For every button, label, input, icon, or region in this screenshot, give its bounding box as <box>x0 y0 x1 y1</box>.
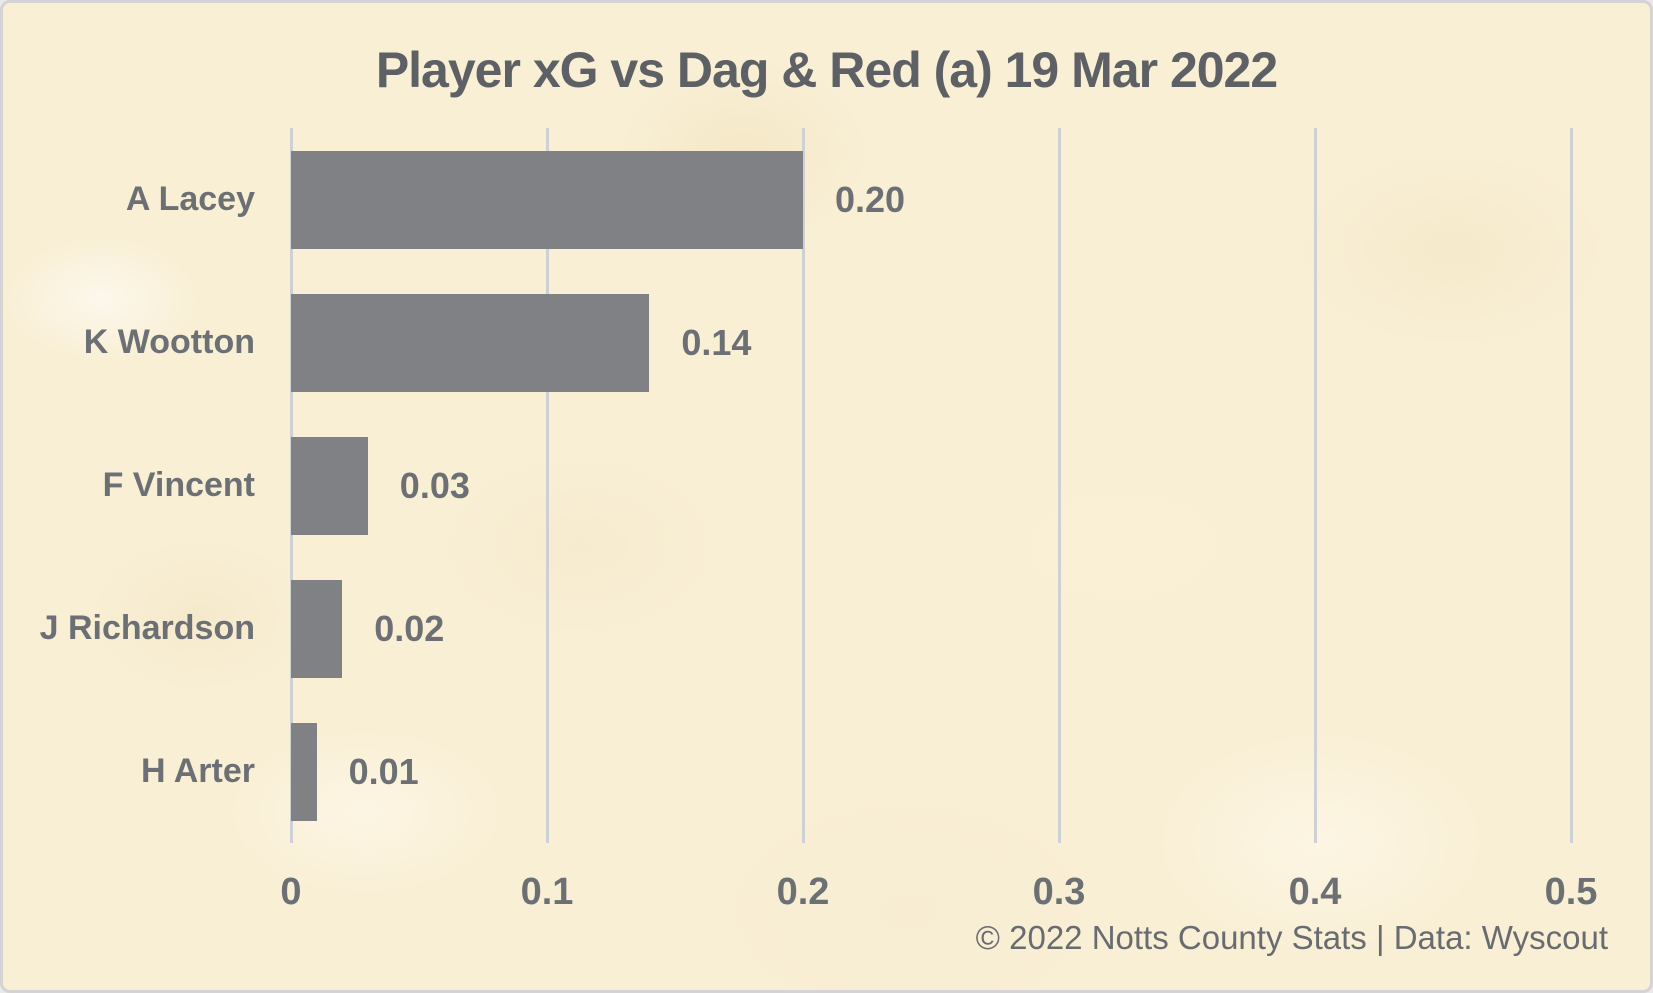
bar-row: F Vincent 0.03 <box>3 414 1571 557</box>
bar-track: 0.02 <box>291 557 1571 700</box>
bar-rows: A Lacey 0.20 K Wootton 0.14 F Vincent 0.03 J R… <box>3 128 1571 843</box>
gridline <box>1058 128 1061 843</box>
value-label: 0.03 <box>399 464 470 506</box>
gridline <box>802 128 805 843</box>
bar <box>291 150 803 249</box>
bar-track: 0.03 <box>291 414 1571 557</box>
bar <box>291 293 650 392</box>
category-label: H Arter <box>141 752 255 790</box>
category-label: F Vincent <box>102 466 255 504</box>
bar <box>291 579 343 678</box>
gridline <box>1570 128 1573 843</box>
chart-title: Player xG vs Dag & Red (a) 19 Mar 2022 <box>375 42 1278 98</box>
bar-track: 0.14 <box>291 271 1571 414</box>
bar <box>291 722 317 821</box>
category-label: J Richardson <box>39 609 255 647</box>
x-tick-label: 0.1 <box>520 871 574 913</box>
gridline <box>546 128 549 843</box>
bar-track: 0.20 <box>291 128 1571 271</box>
x-tick-label: 0.3 <box>1032 871 1086 913</box>
bar <box>291 436 368 535</box>
bar-row: A Lacey 0.20 <box>3 128 1571 271</box>
bar-row: K Wootton 0.14 <box>3 271 1571 414</box>
x-axis: 0 0.1 0.2 0.3 0.4 0.5 <box>280 871 1597 921</box>
value-label: 0.02 <box>374 607 445 649</box>
credit-line: © 2022 Notts County Stats | Data: Wyscou… <box>975 919 1608 956</box>
gridline <box>1314 128 1317 843</box>
category-label: A Lacey <box>125 180 255 218</box>
bar-chart-plot-area: A Lacey 0.20 K Wootton 0.14 F Vincent 0.03 J R… <box>40 128 1573 843</box>
value-label: 0.14 <box>681 321 752 363</box>
x-tick-label: 0 <box>280 871 302 913</box>
bar-track: 0.01 <box>291 700 1571 843</box>
x-tick-label: 0.4 <box>1288 871 1342 913</box>
value-label: 0.01 <box>348 750 419 792</box>
x-tick-label: 0.2 <box>776 871 830 913</box>
value-label: 0.20 <box>835 178 906 220</box>
bar-row: H Arter 0.01 <box>3 700 1571 843</box>
bar-row: J Richardson 0.02 <box>3 557 1571 700</box>
category-label: K Wootton <box>83 323 255 361</box>
x-tick-label: 0.5 <box>1544 871 1598 913</box>
